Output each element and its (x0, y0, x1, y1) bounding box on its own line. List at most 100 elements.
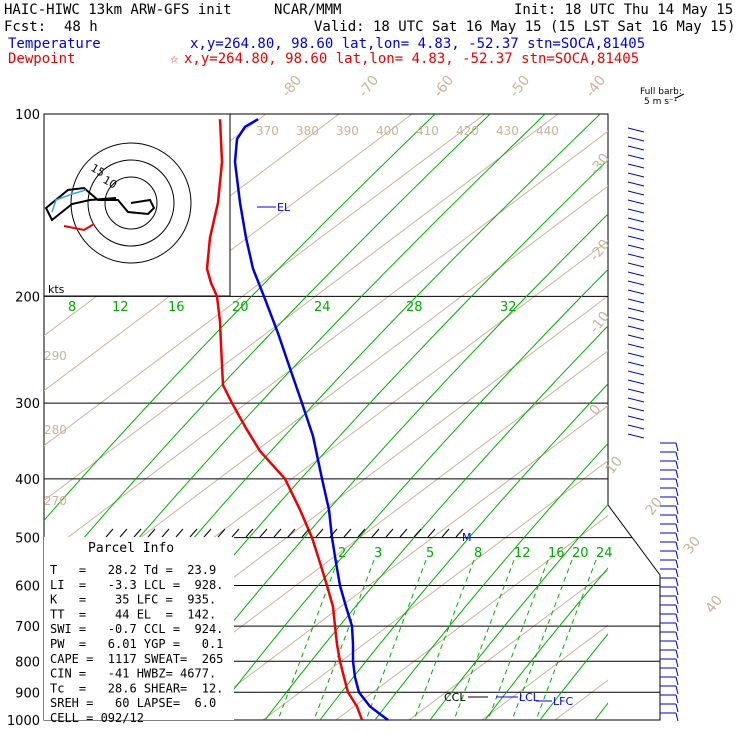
adiabat-label: 280 (44, 423, 67, 437)
level-labels: EL M CCL LCL LFC (257, 201, 573, 708)
wind-barb (627, 271, 645, 277)
parcel-row: CAPE = 1117 SWEAT= 265 (50, 652, 223, 666)
isotherm-line (44, 114, 559, 502)
wind-barb (627, 415, 645, 421)
theta-label: 440 (536, 124, 559, 138)
wind-barb-flag (675, 658, 679, 668)
wind-barb (627, 244, 645, 250)
tick-mark (455, 528, 464, 538)
wind-barb (627, 226, 645, 232)
dry-adiabat (44, 114, 436, 522)
isotherm-line (701, 114, 740, 720)
theta-label: 380 (296, 124, 319, 138)
pressure-label-800: 800 (15, 655, 40, 670)
isotherm-label: 40 (703, 593, 727, 617)
wind-barb-flag (675, 496, 679, 506)
wind-barb (627, 280, 645, 286)
parcel-row: TT = 44 EL = 142. (50, 607, 216, 621)
wind-barb-flag (675, 451, 679, 461)
mixing-ratio-line (313, 559, 375, 720)
mixing-ratio-line (511, 559, 573, 720)
pressure-label-400: 400 (15, 473, 40, 488)
tick-mark (343, 528, 352, 538)
el-label: EL (277, 201, 291, 214)
hodograph-ring-mid (87, 159, 175, 247)
mixing-ratio-label: 3 (374, 546, 382, 561)
full-barb-sample (675, 93, 685, 99)
isotherm-line (408, 569, 608, 720)
isotherm-label: 0 (587, 402, 605, 419)
moist-label: 8 (68, 300, 76, 315)
dry-adiabat (539, 633, 608, 720)
tick-mark (161, 528, 170, 538)
parcel-row: LI = -3.3 LCL = 928. (50, 578, 223, 592)
mixing-ratio-line (487, 559, 549, 720)
wind-barb-flag (675, 559, 679, 569)
mixing-ratio-label: 2 (338, 546, 346, 561)
wind-barb (627, 127, 645, 133)
moist-label: 28 (406, 300, 423, 315)
wind-barb-flag (675, 568, 679, 578)
tick-mark (133, 528, 142, 538)
valid-time: Valid: 18 UTC Sat 16 May 15 (15 LST Sat … (314, 19, 735, 35)
fcst-value: 48 h (64, 19, 98, 35)
tick-mark (203, 528, 212, 538)
wind-barb (627, 361, 645, 367)
pressure-label-500: 500 (15, 532, 40, 547)
moist-label: 32 (500, 300, 517, 315)
wind-barb (627, 253, 645, 259)
parcel-info-box (44, 537, 234, 720)
header: HAIC-HIWC 13km ARW-GFS init NCAR/MMM Ini… (4, 2, 735, 67)
wind-barb (627, 433, 645, 439)
tick-mark (315, 528, 324, 538)
isotherm-label: -10 (587, 309, 614, 337)
parcel-row: T = 28.2 Td = 23.9 (50, 563, 216, 577)
wind-barb (627, 136, 645, 142)
wind-barb-flag (675, 514, 679, 524)
tick-mark (301, 528, 310, 538)
isotherm-label: -30 (587, 151, 614, 179)
ccl-label: CCL (444, 691, 466, 704)
mixing-ratio-label: 12 (514, 546, 531, 561)
pressure-label-900: 900 (15, 686, 40, 701)
wind-barb-flag (675, 541, 679, 551)
wind-barb-flag (675, 694, 679, 704)
isotherm-label: -80 (279, 73, 306, 101)
theta-label: 430 (496, 124, 519, 138)
wind-barb (627, 397, 645, 403)
moist-labels: 8 12 16 20 24 28 32 (68, 300, 517, 315)
isotherm-line (44, 185, 608, 611)
tick-mark (175, 528, 184, 538)
isotherm-label: 30 (681, 534, 705, 558)
temperature-label: Temperature (8, 36, 101, 52)
moist-label: 24 (314, 300, 331, 315)
mixing-ratio-line (453, 559, 515, 720)
wind-barb (627, 235, 645, 241)
wind-barbs-title: Full barb: (640, 87, 682, 97)
tick-mark (441, 528, 450, 538)
hodograph-box (43, 113, 231, 297)
tick-mark (287, 528, 296, 538)
mixing-ratio-line (277, 559, 339, 720)
wind-barb-flag (675, 667, 679, 677)
wind-barb-flag (675, 613, 679, 623)
pressure-label-1000: 1000 (7, 714, 40, 729)
wind-barb (627, 190, 645, 196)
wind-barbs-units: 5 m s⁻¹ (644, 97, 678, 107)
mixing-ratio-line (535, 559, 597, 720)
hodograph-ring-label-10: 10 (101, 173, 120, 191)
mixing-ratio-label: 8 (474, 546, 482, 561)
tick-mark (105, 528, 114, 538)
mixing-ratio-label: 16 (548, 546, 565, 561)
wind-barb (627, 163, 645, 169)
tick-mark (119, 528, 128, 538)
tick-mark (329, 528, 338, 538)
dry-adiabat (484, 567, 608, 720)
moist-label: 20 (232, 300, 249, 315)
parcel-row: PW = 6.01 YGP = 0.1 (50, 637, 223, 651)
dry-adiabat (319, 382, 608, 720)
mixing-ratio-line (413, 559, 475, 720)
tick-mark (357, 528, 366, 538)
isotherm-line (44, 114, 413, 392)
